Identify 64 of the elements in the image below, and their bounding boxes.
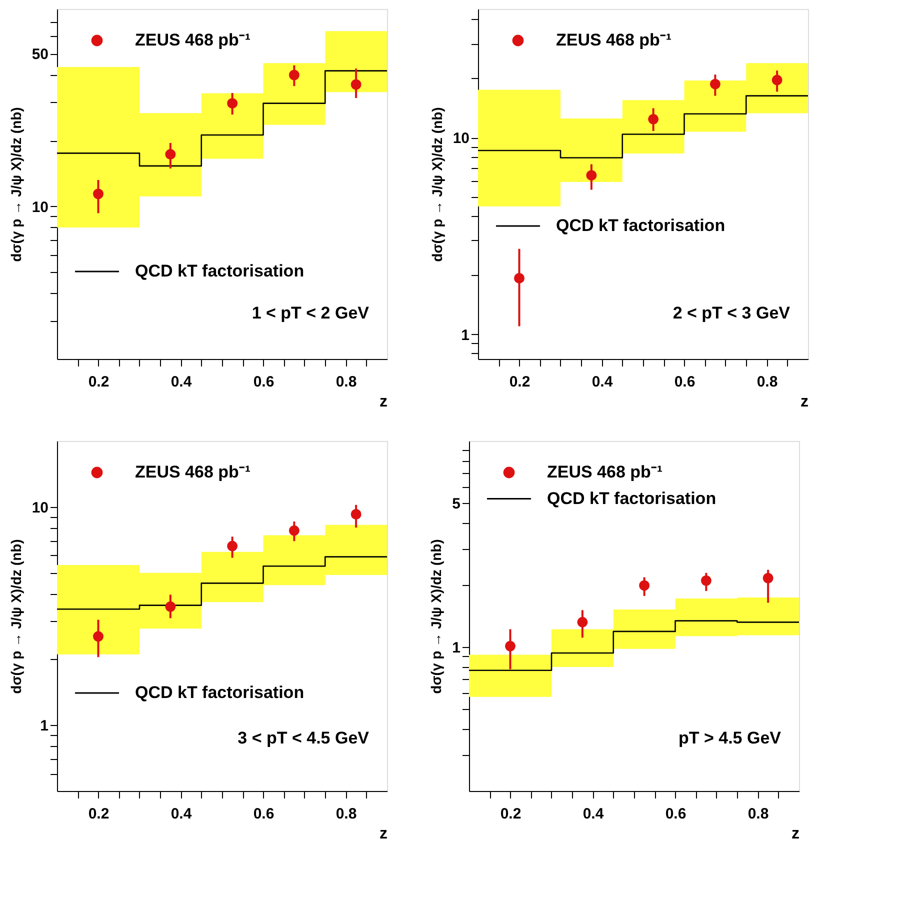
point bbox=[227, 98, 238, 109]
y-tick-label: 5 bbox=[452, 496, 460, 513]
point bbox=[639, 580, 650, 591]
point bbox=[165, 601, 176, 612]
x-tick-label: 0.2 bbox=[88, 806, 110, 822]
x-tick-label: 0.8 bbox=[748, 806, 769, 822]
y-tick-label: 1 bbox=[452, 640, 460, 657]
legend-label: ZEUS 468 pb⁻¹ bbox=[547, 462, 663, 482]
x-tick-label: 0.4 bbox=[170, 806, 192, 822]
y-tick-label: 10 bbox=[32, 499, 48, 516]
annotation: pT > 4.5 GeV bbox=[678, 728, 782, 748]
y-tick-label: 50 bbox=[32, 46, 48, 64]
x-axis-title: z bbox=[380, 826, 388, 842]
x-tick-label: 0.4 bbox=[592, 374, 614, 390]
point bbox=[165, 149, 176, 160]
y-axis-title: dσ(γ p → J/ψ X)/dz (nb) bbox=[8, 539, 24, 694]
x-axis-title: z bbox=[380, 394, 388, 410]
legend-label: QCD kT factorisation bbox=[135, 683, 304, 702]
legend-label: ZEUS 468 pb⁻¹ bbox=[556, 30, 672, 50]
point bbox=[586, 170, 597, 181]
y-tick-label: 10 bbox=[32, 198, 48, 216]
x-tick-label: 0.4 bbox=[582, 806, 604, 822]
legend-label: QCD kT factorisation bbox=[556, 216, 726, 235]
point bbox=[288, 70, 300, 80]
legend-label: ZEUS 468 pb⁻¹ bbox=[135, 462, 251, 482]
point bbox=[577, 616, 588, 628]
x-tick-label: 0.8 bbox=[336, 374, 357, 390]
y-axis-title: dσ(γ p → J/ψ X)/dz (nb) bbox=[428, 539, 444, 694]
point bbox=[700, 575, 712, 586]
annotation: 1 < pT < 2 GeV bbox=[252, 304, 370, 322]
x-tick-label: 0.4 bbox=[170, 374, 192, 390]
y-tick-label: 1 bbox=[40, 718, 48, 735]
x-tick-label: 0.8 bbox=[756, 374, 778, 390]
point bbox=[762, 572, 774, 584]
y-axis-title: dσ(γ p → J/ψ X)/dz (nb) bbox=[8, 107, 24, 262]
point bbox=[93, 188, 104, 200]
y-axis-title: dσ(γ p → J/ψ X)/dz (nb) bbox=[428, 107, 445, 262]
legend-label: QCD kT factorisation bbox=[135, 262, 304, 280]
point bbox=[227, 540, 238, 552]
point bbox=[93, 631, 104, 642]
x-tick-label: 0.2 bbox=[88, 374, 110, 390]
x-axis-title: z bbox=[792, 826, 800, 842]
x-tick-label: 0.6 bbox=[253, 806, 274, 822]
x-axis-title: z bbox=[800, 394, 808, 410]
annotation: 3 < pT < 4.5 GeV bbox=[238, 728, 370, 748]
point bbox=[514, 272, 524, 284]
point bbox=[710, 78, 720, 90]
y-tick-label: 1 bbox=[461, 326, 470, 344]
y-tick-label: 10 bbox=[452, 130, 470, 148]
point bbox=[288, 525, 300, 536]
annotation: 2 < pT < 3 GeV bbox=[672, 304, 791, 322]
x-tick-label: 0.2 bbox=[509, 374, 530, 390]
x-tick-label: 0.6 bbox=[665, 806, 686, 822]
point bbox=[505, 640, 516, 652]
legend-label: QCD kT factorisation bbox=[547, 488, 716, 508]
point bbox=[350, 509, 362, 520]
point bbox=[350, 79, 362, 90]
x-tick-label: 0.6 bbox=[253, 374, 274, 390]
x-tick-label: 0.6 bbox=[674, 374, 696, 390]
x-tick-label: 0.2 bbox=[500, 806, 522, 822]
legend-label: ZEUS 468 pb⁻¹ bbox=[135, 30, 251, 50]
point bbox=[648, 114, 659, 124]
x-tick-label: 0.8 bbox=[336, 806, 357, 822]
point bbox=[772, 74, 782, 86]
